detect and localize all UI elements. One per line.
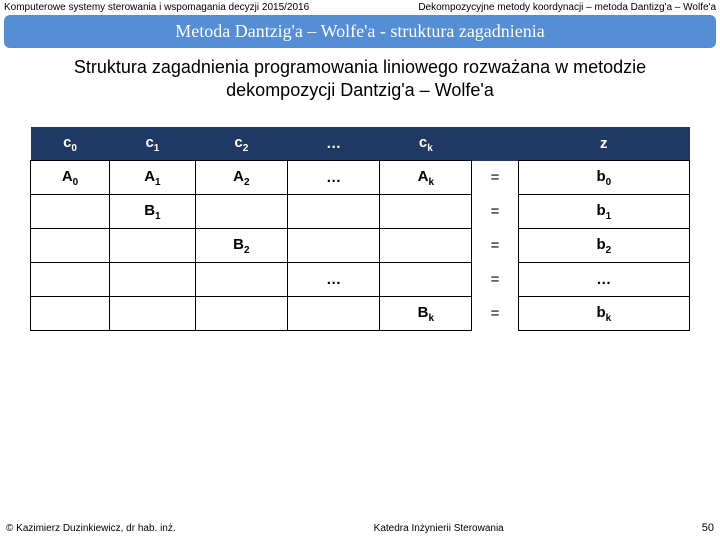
table-cell bbox=[195, 297, 287, 331]
table-header-cell: ck bbox=[380, 127, 472, 161]
table-cell bbox=[110, 229, 196, 263]
table-cell bbox=[287, 297, 379, 331]
table-cell: Bk bbox=[380, 297, 472, 331]
table-cell bbox=[380, 195, 472, 229]
footer-center: Katedra Inżynierii Sterowania bbox=[374, 523, 504, 534]
table-cell: B2 bbox=[195, 229, 287, 263]
table-cell: … bbox=[287, 263, 379, 297]
table-cell: = bbox=[472, 263, 518, 297]
table-cell bbox=[195, 195, 287, 229]
table-cell: A0 bbox=[31, 161, 110, 195]
table-header-cell: z bbox=[518, 127, 689, 161]
table-header-cell: c1 bbox=[110, 127, 196, 161]
table-header-cell: c0 bbox=[31, 127, 110, 161]
header-right: Dekompozycyjne metody koordynacji – meto… bbox=[418, 2, 716, 13]
table-cell bbox=[31, 229, 110, 263]
title-bar: Metoda Dantzig'a – Wolfe'a - struktura z… bbox=[4, 15, 716, 48]
table-cell: … bbox=[518, 263, 689, 297]
table-header-row: c0c1c2…ck z bbox=[31, 127, 690, 161]
table-cell bbox=[31, 195, 110, 229]
table-cell: … bbox=[287, 161, 379, 195]
table-row: Bk=bk bbox=[31, 297, 690, 331]
table-header-cell: … bbox=[287, 127, 379, 161]
table-cell: b2 bbox=[518, 229, 689, 263]
header-left: Komputerowe systemy sterowania i wspomag… bbox=[4, 2, 309, 13]
table-cell bbox=[195, 263, 287, 297]
table-cell bbox=[287, 229, 379, 263]
table-cell: b0 bbox=[518, 161, 689, 195]
structure-table: c0c1c2…ckz A0A1A2…Ak=b0B1=b1B2=b2…=…Bk=b… bbox=[30, 127, 690, 332]
table-row: A0A1A2…Ak=b0 bbox=[31, 161, 690, 195]
table-cell: = bbox=[472, 229, 518, 263]
table-cell bbox=[287, 195, 379, 229]
table-cell: B1 bbox=[110, 195, 196, 229]
table-cell bbox=[380, 229, 472, 263]
table-cell: b1 bbox=[518, 195, 689, 229]
subtitle: Struktura zagadnienia programowania lini… bbox=[40, 56, 680, 103]
table-cell: A2 bbox=[195, 161, 287, 195]
table-header-cell: c2 bbox=[195, 127, 287, 161]
table-cell: = bbox=[472, 297, 518, 331]
table-cell: = bbox=[472, 195, 518, 229]
table-cell bbox=[110, 263, 196, 297]
table-cell: Ak bbox=[380, 161, 472, 195]
table-cell bbox=[31, 263, 110, 297]
table-cell: bk bbox=[518, 297, 689, 331]
page-number: 50 bbox=[702, 522, 714, 534]
table-row: B1 =b1 bbox=[31, 195, 690, 229]
table-row: …=… bbox=[31, 263, 690, 297]
table-cell bbox=[110, 297, 196, 331]
slide-header: Komputerowe systemy sterowania i wspomag… bbox=[0, 0, 720, 15]
footer-left: © Kazimierz Duzinkiewicz, dr hab. inż. bbox=[6, 523, 176, 534]
table-cell bbox=[31, 297, 110, 331]
table-cell bbox=[380, 263, 472, 297]
table-cell: A1 bbox=[110, 161, 196, 195]
table-header-cell bbox=[472, 127, 518, 161]
table-row: B2 =b2 bbox=[31, 229, 690, 263]
slide-footer: © Kazimierz Duzinkiewicz, dr hab. inż. K… bbox=[6, 522, 714, 534]
table-cell: = bbox=[472, 161, 518, 195]
